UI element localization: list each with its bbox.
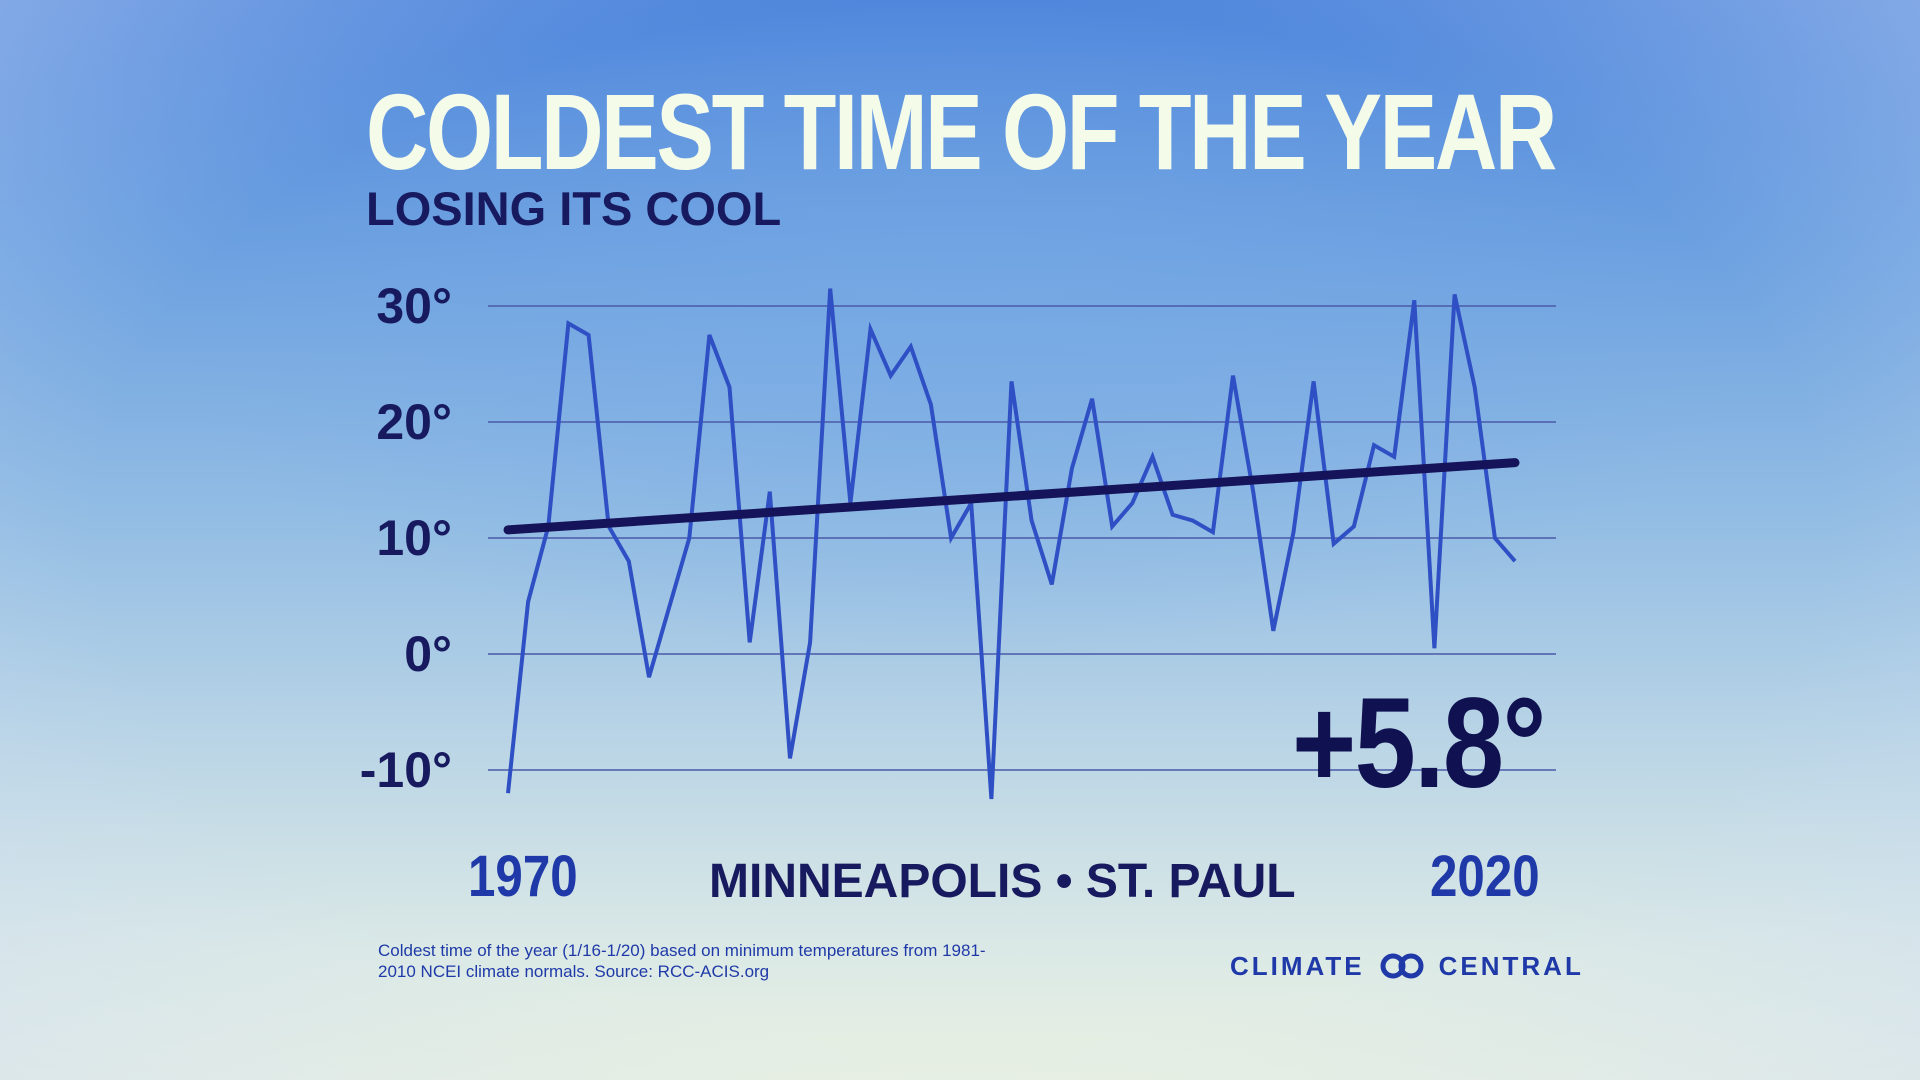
temperature-change-label: +5.8° (1292, 672, 1546, 815)
temperature-series-line (506, 288, 1517, 800)
trend-line (503, 458, 1520, 535)
y-tick-label: 0° (404, 626, 452, 682)
y-axis-tick-labels: 30° 20° 10° 0° -10° (360, 278, 452, 798)
logo-text-left: CLIMATE (1230, 950, 1365, 981)
logo-text-right: CENTRAL (1438, 950, 1584, 981)
source-footnote: Coldest time of the year (1/16-1/20) bas… (378, 941, 986, 981)
chart-title: COLDEST TIME OF THE YEAR (366, 71, 1557, 192)
gridlines (488, 305, 1556, 771)
series-layer (503, 288, 1520, 800)
climate-central-logo: CLIMATE CENTRAL (1230, 950, 1584, 981)
linked-rings-icon (1380, 953, 1424, 979)
x-tick-label-end: 2020 (1430, 844, 1540, 909)
chart-subtitle: LOSING ITS COOL (366, 182, 782, 235)
y-tick-label: 30° (376, 278, 452, 334)
x-tick-label-start: 1970 (468, 844, 578, 909)
y-tick-label: 20° (376, 394, 452, 450)
y-tick-label: 10° (376, 510, 452, 566)
location-label: MINNEAPOLIS • ST. PAUL (709, 855, 1296, 908)
y-tick-label: -10° (360, 742, 452, 798)
